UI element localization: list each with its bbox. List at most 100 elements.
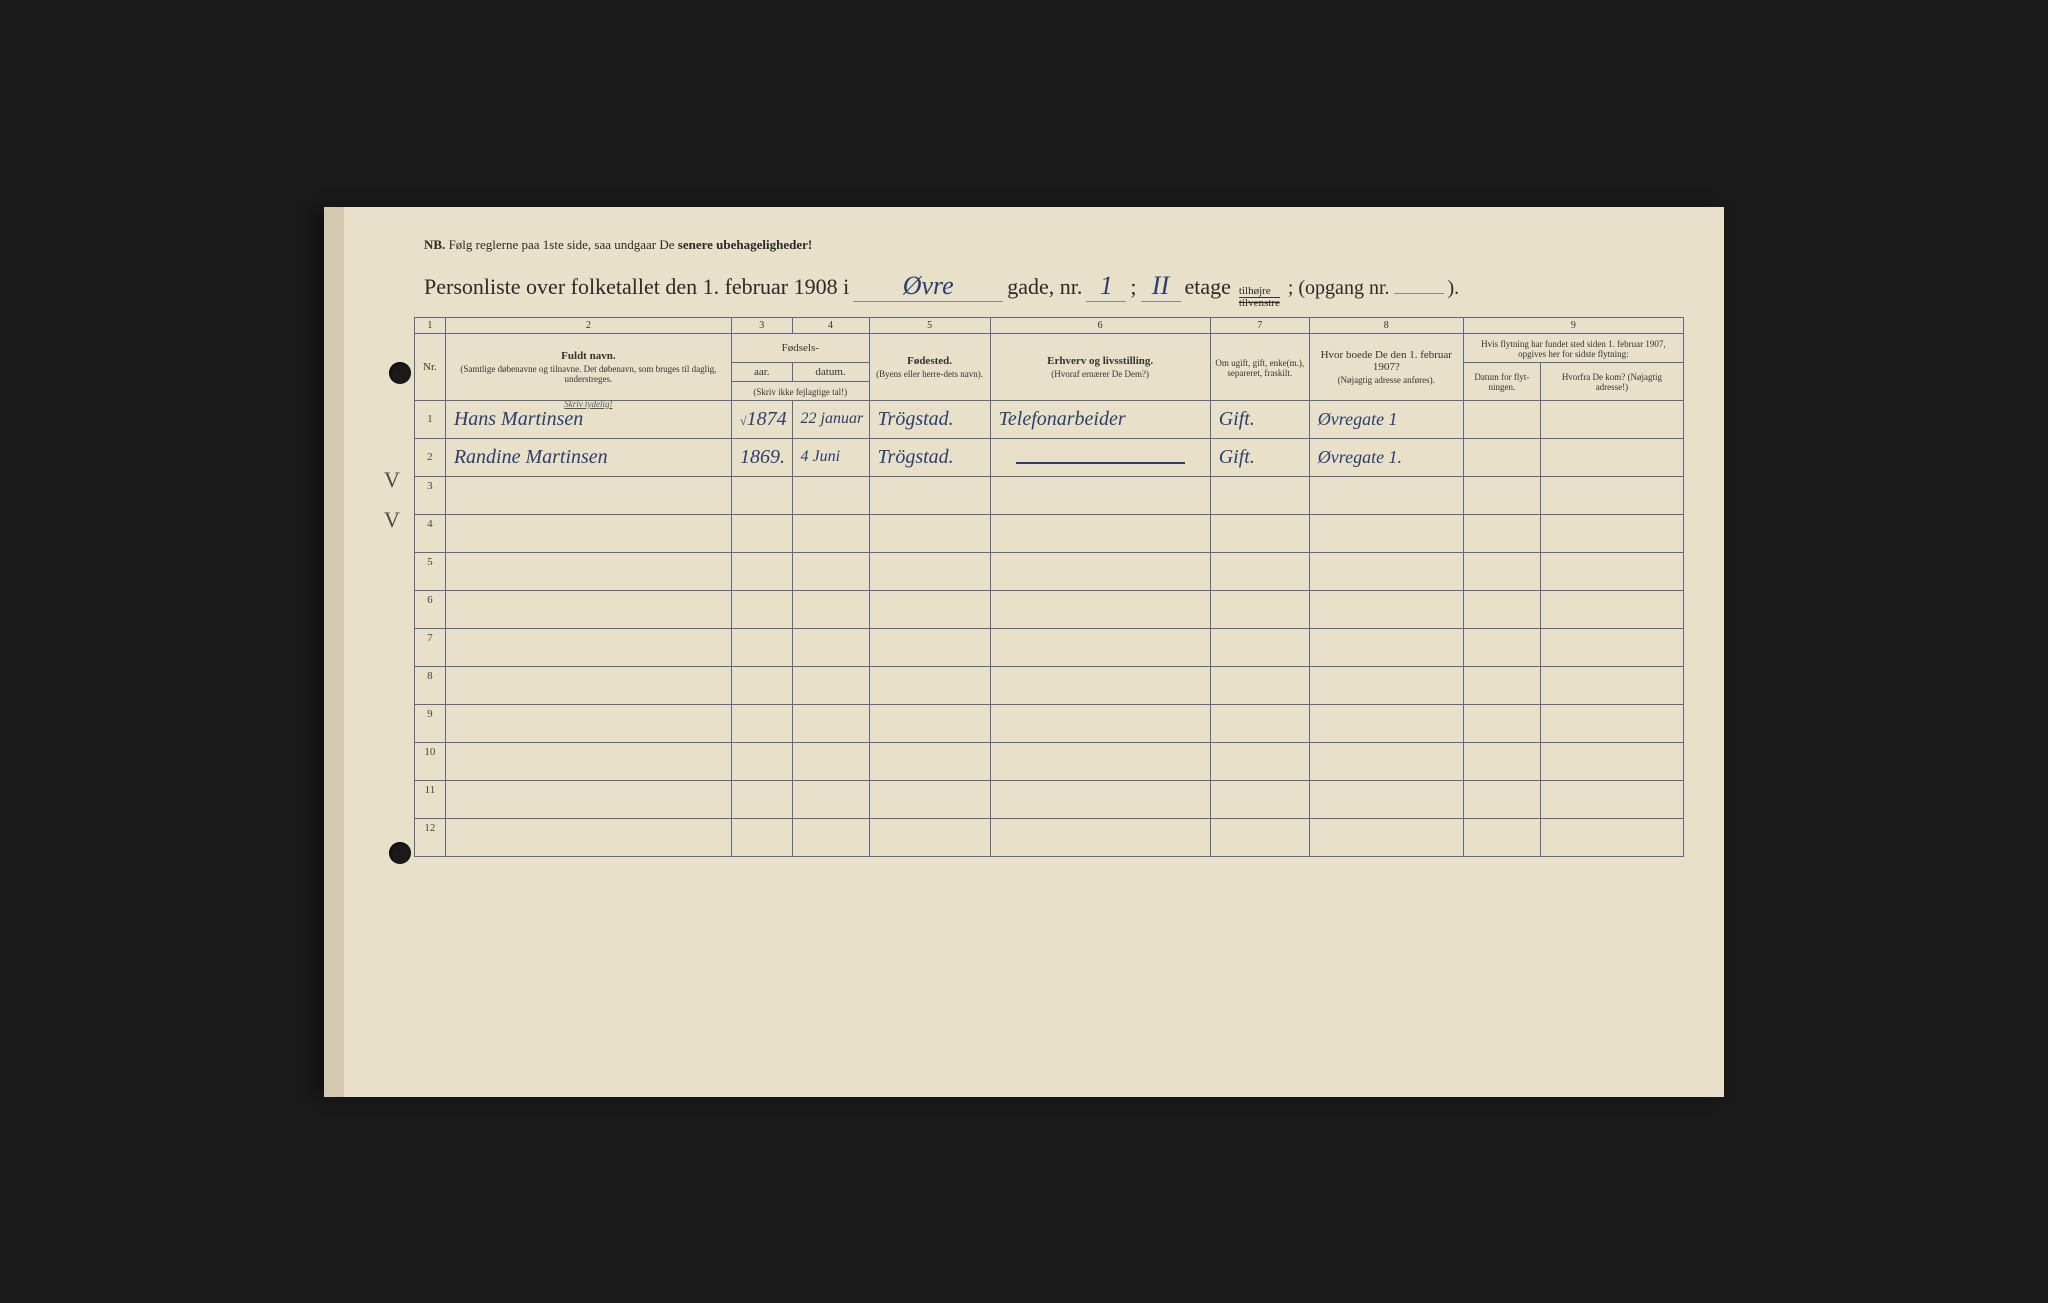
table-row: 3 <box>415 476 1684 514</box>
datum-cell: 22 januar <box>792 400 869 438</box>
header-prefix: Personliste over folketallet den 1. febr… <box>424 274 849 300</box>
adresse-cell: Øvregate 1 <box>1309 400 1463 438</box>
census-page: V V NB. Følg reglerne paa 1ste side, saa… <box>324 207 1724 1097</box>
col-num: 1 <box>415 317 446 333</box>
row-number: 1 <box>415 400 446 438</box>
col-fodsels: Fødsels- <box>731 333 869 362</box>
name-cell: Skriv tydelig! Hans Martinsen <box>445 400 731 438</box>
name-sub: (Samtlige døbenavne og tilnavne. Det døb… <box>450 364 727 384</box>
row-number: 2 <box>415 438 446 476</box>
gade-label: gade, nr. <box>1007 274 1082 300</box>
gade-value: Øvre <box>853 271 1003 302</box>
table-row: 9 <box>415 704 1684 742</box>
table-row: 6 <box>415 590 1684 628</box>
fraction-top: tilhøjre <box>1239 286 1280 298</box>
col-flyt-datum: Datum for flyt-ningen. <box>1463 362 1540 400</box>
punch-hole <box>389 842 411 864</box>
col-erhverv: Erhverv og livsstilling. (Hvoraf ernærer… <box>990 333 1210 400</box>
etage-value: II <box>1141 271 1181 302</box>
fraction-bottom: tilvenstre <box>1239 298 1280 309</box>
skriv-tydelig-label: Skriv tydelig! <box>564 399 612 409</box>
row-number: 8 <box>415 666 446 704</box>
opgang-value <box>1394 293 1444 294</box>
aar-value: 1874 <box>747 408 787 430</box>
etage-prefix: ; <box>1130 274 1136 300</box>
hvorfra-cell <box>1540 400 1683 438</box>
row-number: 3 <box>415 476 446 514</box>
name-value: Hans Martinsen <box>454 408 583 430</box>
row-number: 12 <box>415 818 446 856</box>
col-num: 2 <box>445 317 731 333</box>
row-number: 10 <box>415 742 446 780</box>
col-skriv-ikke: (Skriv ikke fejlagtige tal!) <box>731 381 869 400</box>
table-row: 5 <box>415 552 1684 590</box>
erhverv-cell <box>990 438 1210 476</box>
col-datum: datum. <box>792 362 869 381</box>
col-hvor-boede: Hvor boede De den 1. februar 1907? (Nøja… <box>1309 333 1463 400</box>
table-row: 8 <box>415 666 1684 704</box>
erhverv-sub: (Hvoraf ernærer De Dem?) <box>995 369 1206 379</box>
checkmark: V <box>384 467 400 493</box>
table-row: 1 Skriv tydelig! Hans Martinsen √1874 22… <box>415 400 1684 438</box>
adresse-cell: Øvregate 1. <box>1309 438 1463 476</box>
flyt-datum-cell <box>1463 438 1540 476</box>
col-num: 6 <box>990 317 1210 333</box>
col-nr: Nr. <box>415 333 446 400</box>
closing-paren: ). <box>1448 277 1460 300</box>
gift-cell: Gift. <box>1210 438 1309 476</box>
col-num: 8 <box>1309 317 1463 333</box>
col-num: 4 <box>792 317 869 333</box>
opgang-label: ; (opgang nr. <box>1288 277 1390 300</box>
dash-line <box>1016 462 1185 464</box>
column-number-row: 1 2 3 4 5 6 7 8 9 <box>415 317 1684 333</box>
row-number: 7 <box>415 628 446 666</box>
table-row: 12 <box>415 818 1684 856</box>
fodested-cell: Trögstad. <box>869 400 990 438</box>
col-fodested: Fødested. (Byens eller herre-dets navn). <box>869 333 990 400</box>
fodested-sub: (Byens eller herre-dets navn). <box>874 369 986 379</box>
hvorfra-text: Hvorfra De kom? (Nøjagtig adresse!) <box>1545 372 1679 392</box>
direction-fraction: tilhøjre tilvenstre <box>1239 286 1280 309</box>
table-row: 7 <box>415 628 1684 666</box>
row-number: 11 <box>415 780 446 818</box>
row-number: 9 <box>415 704 446 742</box>
col-hvorfra: Hvorfra De kom? (Nøjagtig adresse!) <box>1540 362 1683 400</box>
skriv-ikke-text: (Skriv ikke fejlagtige tal!) <box>736 387 865 397</box>
erhverv-cell: Telefonarbeider <box>990 400 1210 438</box>
row-number: 6 <box>415 590 446 628</box>
table-row: 11 <box>415 780 1684 818</box>
nb-text: Følg reglerne paa 1ste side, saa undgaar… <box>449 237 675 252</box>
checkmark: V <box>384 507 400 533</box>
col-flytning: Hvis flytning har fundet sted siden 1. f… <box>1463 333 1683 362</box>
col-num: 9 <box>1463 317 1683 333</box>
nr-value: 1 <box>1086 271 1126 302</box>
aar-cell: 1869. <box>731 438 792 476</box>
fodested-cell: Trögstad. <box>869 438 990 476</box>
col-ugift: Om ugift, gift, enke(m.), separeret, fra… <box>1210 333 1309 400</box>
flyt-datum-text: Datum for flyt-ningen. <box>1468 372 1536 392</box>
aar-cell: √1874 <box>731 400 792 438</box>
row-number: 5 <box>415 552 446 590</box>
nb-warning: NB. Følg reglerne paa 1ste side, saa und… <box>424 237 1684 253</box>
col-name: Fuldt navn. (Samtlige døbenavne og tilna… <box>445 333 731 400</box>
aar-prefix: √ <box>740 414 747 428</box>
ugift-text: Om ugift, gift, enke(m.), separeret, fra… <box>1215 358 1305 378</box>
flytning-title: Hvis flytning har fundet sted siden 1. f… <box>1468 339 1679 359</box>
name-title: Fuldt navn. <box>561 350 615 362</box>
nb-bold-text: senere ubehageligheder! <box>678 237 812 252</box>
form-header: Personliste over folketallet den 1. febr… <box>414 271 1684 309</box>
etage-label: etage <box>1185 274 1231 300</box>
name-cell: Randine Martinsen <box>445 438 731 476</box>
flyt-datum-cell <box>1463 400 1540 438</box>
col-num: 5 <box>869 317 990 333</box>
row-number: 4 <box>415 514 446 552</box>
hvor-sub: (Nøjagtig adresse anføres). <box>1314 375 1459 385</box>
nb-prefix: NB. <box>424 237 445 252</box>
hvorfra-cell <box>1540 438 1683 476</box>
col-num: 7 <box>1210 317 1309 333</box>
fodested-title: Fødested. <box>907 355 952 367</box>
table-row: 2 Randine Martinsen 1869. 4 Juni Trögsta… <box>415 438 1684 476</box>
gift-cell: Gift. <box>1210 400 1309 438</box>
col-aar: aar. <box>731 362 792 381</box>
hvor-title: Hvor boede De den 1. februar 1907? <box>1321 349 1452 373</box>
